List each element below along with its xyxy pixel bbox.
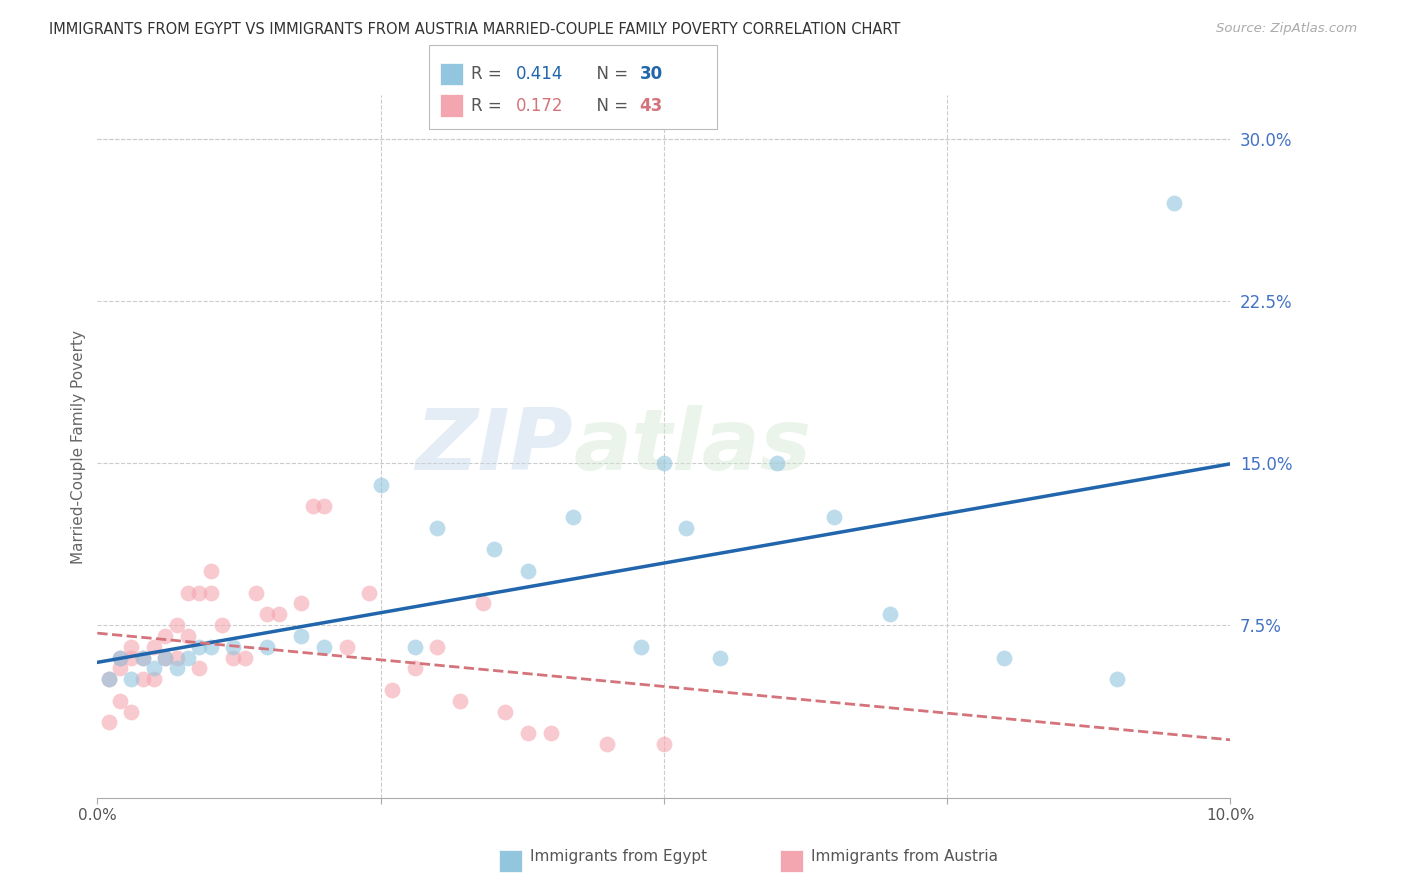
Text: ZIP: ZIP: [416, 405, 574, 488]
Point: [120, 705, 142, 719]
Point: [177, 629, 200, 643]
Text: Immigrants from Egypt: Immigrants from Egypt: [530, 849, 707, 864]
Point: [211, 618, 233, 632]
Point: [494, 705, 516, 719]
Text: 0.172: 0.172: [516, 96, 564, 114]
Point: [562, 510, 585, 524]
Text: N =: N =: [586, 96, 634, 114]
Point: [652, 737, 675, 751]
Point: [143, 661, 166, 675]
Point: [516, 726, 538, 740]
Point: [131, 650, 153, 665]
Point: [108, 694, 131, 708]
Point: [879, 607, 901, 622]
Text: Source: ZipAtlas.com: Source: ZipAtlas.com: [1216, 22, 1357, 36]
Point: [290, 629, 312, 643]
Point: [245, 585, 267, 599]
Point: [120, 640, 142, 654]
Point: [516, 564, 538, 578]
Point: [120, 672, 142, 686]
Point: [97, 672, 120, 686]
Point: [155, 650, 177, 665]
Point: [97, 672, 120, 686]
Point: [166, 661, 188, 675]
Point: [108, 661, 131, 675]
Point: [233, 650, 256, 665]
Point: [312, 499, 335, 513]
Point: [449, 694, 471, 708]
Point: [267, 607, 290, 622]
Text: Immigrants from Austria: Immigrants from Austria: [811, 849, 998, 864]
Point: [143, 672, 166, 686]
Point: [652, 456, 675, 470]
Point: [131, 672, 153, 686]
Point: [482, 542, 505, 557]
Point: [256, 640, 278, 654]
Point: [381, 682, 404, 697]
Point: [131, 650, 153, 665]
Point: [108, 650, 131, 665]
Point: [200, 640, 222, 654]
Point: [675, 521, 697, 535]
Text: R =: R =: [471, 96, 508, 114]
Text: 30: 30: [640, 65, 662, 83]
Point: [993, 650, 1015, 665]
Point: [404, 640, 426, 654]
Point: [312, 640, 335, 654]
Point: [336, 640, 359, 654]
Point: [143, 640, 166, 654]
Point: [256, 607, 278, 622]
Point: [370, 477, 392, 491]
Point: [709, 650, 731, 665]
Point: [404, 661, 426, 675]
Point: [200, 564, 222, 578]
Point: [630, 640, 652, 654]
Point: [823, 510, 845, 524]
Point: [426, 640, 449, 654]
Point: [222, 650, 245, 665]
Point: [222, 640, 245, 654]
Point: [301, 499, 323, 513]
Point: [166, 618, 188, 632]
Point: [177, 585, 200, 599]
Point: [359, 585, 381, 599]
Point: [108, 650, 131, 665]
Point: [155, 650, 177, 665]
Point: [1163, 196, 1185, 211]
Point: [120, 650, 142, 665]
Point: [596, 737, 619, 751]
Point: [540, 726, 562, 740]
Text: 43: 43: [640, 96, 664, 114]
Point: [1105, 672, 1128, 686]
Point: [97, 715, 120, 730]
Text: 0.414: 0.414: [516, 65, 564, 83]
Point: [155, 629, 177, 643]
Point: [188, 640, 211, 654]
Point: [177, 650, 200, 665]
Point: [426, 521, 449, 535]
Point: [188, 585, 211, 599]
Point: [290, 597, 312, 611]
Point: [188, 661, 211, 675]
Point: [766, 456, 789, 470]
Point: [166, 650, 188, 665]
Point: [200, 585, 222, 599]
Text: IMMIGRANTS FROM EGYPT VS IMMIGRANTS FROM AUSTRIA MARRIED-COUPLE FAMILY POVERTY C: IMMIGRANTS FROM EGYPT VS IMMIGRANTS FROM…: [49, 22, 901, 37]
Y-axis label: Married-Couple Family Poverty: Married-Couple Family Poverty: [72, 330, 86, 564]
Point: [471, 597, 494, 611]
Text: atlas: atlas: [574, 405, 811, 488]
Text: N =: N =: [586, 65, 634, 83]
Text: R =: R =: [471, 65, 508, 83]
